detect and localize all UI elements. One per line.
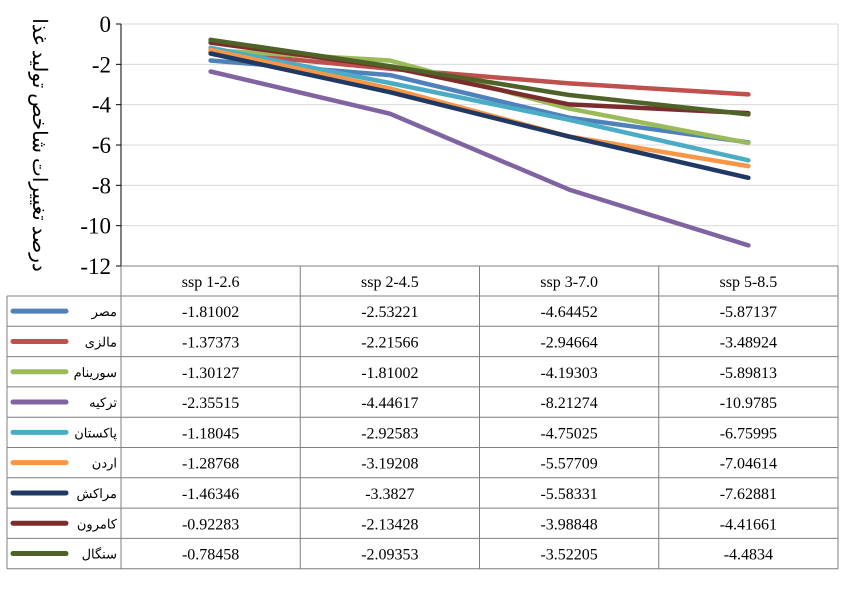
data-value-label: -7.04614 [720,456,777,473]
data-value-label: -1.81002 [361,365,418,382]
data-value-label: -2.13428 [361,516,418,533]
legend-label: سنگال [82,547,117,562]
legend-label: سورینام [74,365,117,381]
y-tick-label: -4 [92,93,112,118]
legend-label: کامرون [77,516,118,532]
data-value-label: -4.19303 [540,365,597,382]
data-value-label: -7.62881 [720,486,777,503]
data-value-label: -2.94664 [540,334,597,351]
legend-label: پاکستان [74,425,117,441]
data-value-label: -4.75025 [540,425,597,442]
data-value-label: -0.92283 [182,516,239,533]
x-category-label: ssp 1-2.6 [182,274,240,291]
data-value-label: -4.4834 [724,547,773,564]
y-tick-label: -12 [80,254,111,279]
data-value-label: -3.19208 [361,456,418,473]
series-line-مالزی [208,49,751,97]
data-value-label: -2.21566 [361,334,418,351]
data-value-label: -1.28768 [182,456,239,473]
data-value-label: -1.37373 [182,334,239,351]
x-category-label: ssp 2-4.5 [361,274,419,291]
x-category-label: ssp 5-8.5 [719,274,777,291]
series-line-ترکیه [208,69,751,248]
y-tick-label: -2 [92,52,111,77]
data-value-label: -5.87137 [720,304,777,321]
y-axis-title: درصد تغییرات شاخص تولید غذا [28,18,50,272]
data-value-label: -8.21274 [540,395,597,412]
data-value-label: -3.98848 [540,516,597,533]
legend-label: اردن [92,456,117,472]
y-tick-label: -6 [92,133,111,158]
data-value-label: -2.92583 [361,425,418,442]
data-value-label: -4.41661 [720,516,777,533]
legend-label: مالزی [85,334,117,350]
data-value-label: -6.75995 [720,425,777,442]
data-value-label: -2.09353 [361,547,418,564]
data-value-label: -3.3827 [365,486,414,503]
y-tick-label: -10 [80,214,111,239]
data-value-label: -3.48924 [720,334,777,351]
x-category-label: ssp 3-7.0 [540,274,598,291]
data-value-label: -2.35515 [182,395,239,412]
data-value-label: -5.57709 [540,456,597,473]
y-tick-label: -8 [92,173,111,198]
data-value-label: -4.44617 [361,395,418,412]
series-line-سنگال [208,37,751,117]
data-value-label: -1.18045 [182,425,239,442]
legend-label: مصر [91,304,117,320]
data-value-label: -2.53221 [361,304,418,321]
data-value-label: -0.78458 [182,547,239,564]
y-tick-label: 0 [100,12,112,37]
data-value-label: -1.30127 [182,365,239,382]
data-value-label: -4.64452 [540,304,597,321]
data-value-label: -5.89813 [720,365,777,382]
data-value-label: -1.81002 [182,304,239,321]
series-line-مراکش [208,51,751,181]
legend-label: ترکیه [89,395,117,411]
data-value-label: -1.46346 [182,486,239,503]
data-value-label: -10.9785 [720,395,777,412]
data-value-label: -3.52205 [540,547,597,564]
legend-label: مراکش [76,486,117,502]
data-value-label: -5.58331 [540,486,597,503]
series-line-پاکستان [208,45,751,163]
